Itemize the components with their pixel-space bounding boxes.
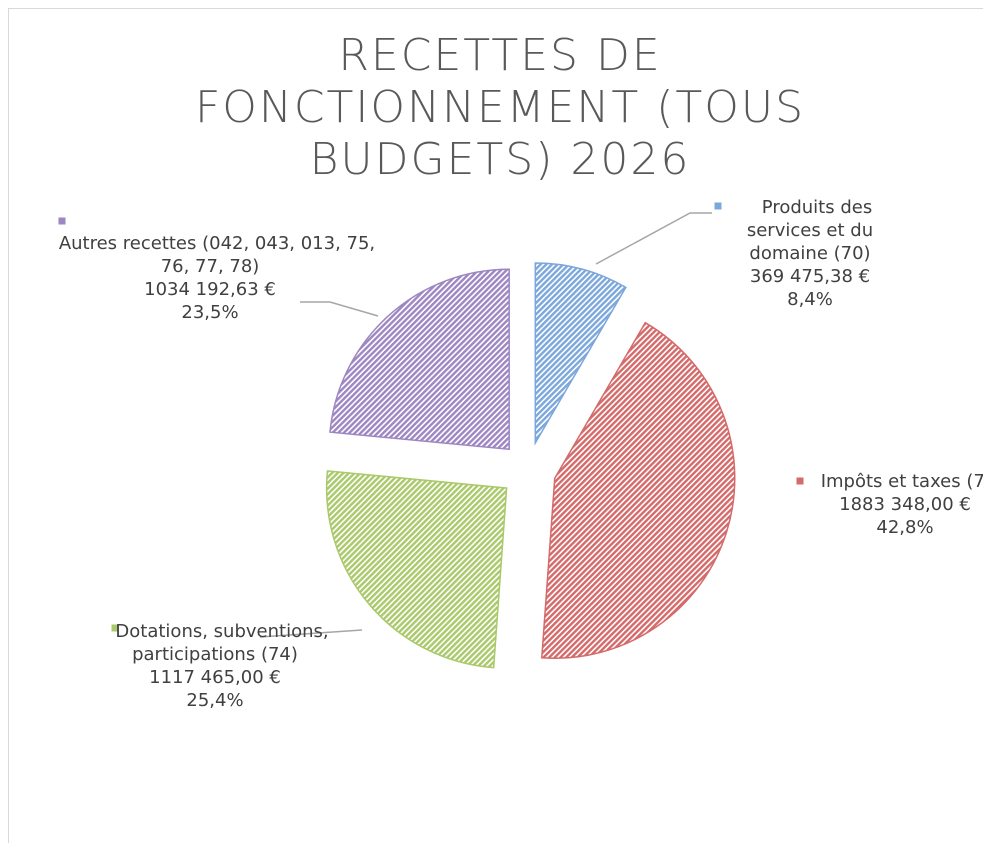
legend-marker xyxy=(796,477,804,485)
leader-line xyxy=(595,212,712,265)
pie-slice xyxy=(540,321,736,660)
pie-slice xyxy=(534,262,627,446)
percentage-label: 23,5% xyxy=(181,302,239,323)
pie-slice xyxy=(325,470,508,669)
value-label: 369 475,38 € xyxy=(749,266,871,287)
category-label: Impôts et taxes (73) xyxy=(820,471,983,492)
chart-frame xyxy=(8,8,983,843)
category-label: Produits des services et du domaine (70) xyxy=(746,197,874,264)
value-label: 1117 465,00 € xyxy=(149,667,281,688)
percentage-label: 25,4% xyxy=(186,690,244,711)
legend-marker xyxy=(111,624,119,632)
pie-slice xyxy=(329,268,510,451)
leader-line xyxy=(300,301,379,317)
data-label: Impôts et taxes (73)1883 348,00 €42,8% xyxy=(790,470,983,539)
percentage-label: 42,8% xyxy=(876,517,934,538)
leader-line xyxy=(259,629,363,638)
legend-marker xyxy=(714,202,722,210)
value-label: 1883 348,00 € xyxy=(839,494,971,515)
category-label: Autres recettes (042, 043, 013, 75, 76, … xyxy=(58,233,376,277)
data-label: Dotations, subventions, participations (… xyxy=(95,620,335,712)
legend-marker xyxy=(58,217,66,225)
category-label: Dotations, subventions, participations (… xyxy=(115,621,329,665)
data-label: Produits des services et du domaine (70)… xyxy=(720,196,900,311)
percentage-label: 8,4% xyxy=(787,289,833,310)
value-label: 1034 192,63 € xyxy=(144,279,276,300)
data-label: Autres recettes (042, 043, 013, 75, 76, … xyxy=(40,232,380,324)
chart-title: RECETTES DE FONCTIONNEMENT (TOUS BUDGETS… xyxy=(194,30,806,185)
